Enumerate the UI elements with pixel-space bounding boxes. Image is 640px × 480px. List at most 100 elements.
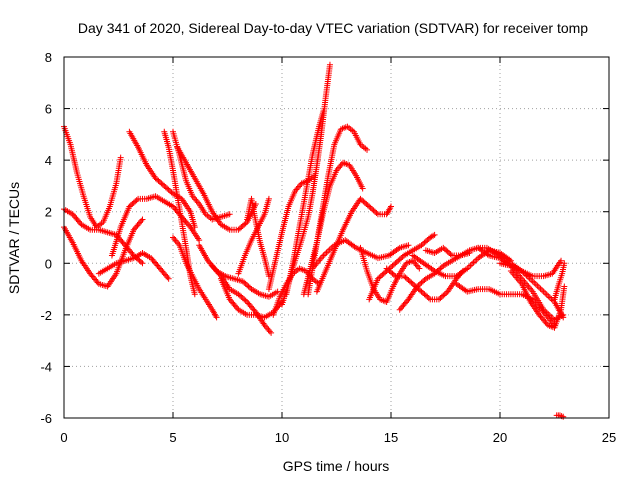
data-point (326, 61, 333, 68)
data-point (242, 220, 249, 227)
data-point (413, 262, 420, 269)
data-point (139, 260, 146, 267)
data-point (376, 274, 383, 281)
data-point (422, 292, 429, 299)
data-point (321, 251, 328, 258)
data-point (417, 280, 424, 287)
y-tick-label: 2 (45, 205, 52, 220)
data-point (418, 242, 425, 249)
data-point (152, 175, 159, 182)
data-point (419, 240, 426, 247)
data-point (417, 287, 424, 294)
data-point (168, 189, 175, 196)
data-point (422, 238, 429, 245)
y-tick-label: -4 (40, 359, 52, 374)
data-point (154, 176, 161, 183)
data-point (558, 257, 565, 264)
data-point (409, 280, 416, 287)
data-point (241, 279, 248, 286)
data-point (435, 296, 442, 303)
data-point (164, 185, 171, 192)
data-point (430, 232, 437, 239)
data-point (561, 283, 568, 290)
data-point (437, 295, 444, 302)
data-point (532, 281, 539, 288)
data-point (364, 146, 371, 153)
data-point (543, 291, 550, 298)
data-point (129, 200, 136, 207)
data-point (241, 296, 248, 303)
data-point (446, 249, 453, 256)
data-point (264, 325, 271, 332)
data-point (370, 207, 377, 214)
data-point (213, 314, 220, 321)
data-point (336, 164, 343, 171)
data-point (403, 275, 410, 282)
data-point (357, 195, 364, 202)
data-point (242, 297, 249, 304)
data-point (405, 277, 412, 284)
data-point (440, 244, 447, 251)
data-point (172, 237, 179, 244)
data-point (239, 295, 246, 302)
data-point (402, 274, 409, 281)
data-point (444, 248, 451, 255)
series-arc-15 (244, 195, 272, 280)
data-point (421, 277, 428, 284)
data-point (238, 293, 245, 300)
data-point (406, 278, 413, 285)
series-arc-33 (507, 268, 568, 331)
data-point (191, 224, 198, 231)
series-arc-13 (217, 275, 285, 321)
data-point (159, 181, 166, 188)
data-point (216, 271, 223, 278)
data-point (389, 262, 396, 269)
data-point (268, 329, 275, 336)
data-point (386, 268, 393, 275)
data-point (320, 108, 327, 115)
data-point (138, 258, 145, 265)
data-point (441, 246, 448, 253)
series-arc-12 (209, 262, 275, 336)
data-point (361, 199, 368, 206)
data-point (531, 279, 538, 286)
data-point (415, 282, 422, 289)
data-point (234, 305, 241, 312)
data-point (127, 202, 134, 209)
data-point (560, 314, 567, 321)
plot-frame (63, 56, 610, 419)
y-tick-label: -2 (40, 308, 52, 323)
data-point (372, 208, 379, 215)
data-point (161, 182, 168, 189)
chart-title: Day 341 of 2020, Sidereal Day-to-day VTE… (78, 20, 588, 36)
y-tick-label: 4 (45, 153, 52, 168)
data-point (437, 265, 444, 272)
data-point (236, 225, 243, 232)
series-arc-5 (108, 193, 203, 259)
data-point (424, 293, 431, 300)
data-point (136, 257, 143, 264)
data-point (164, 274, 171, 281)
y-tick-label: 6 (45, 102, 52, 117)
data-point (377, 273, 384, 280)
y-tick-label: 0 (45, 256, 52, 271)
data-point (173, 239, 180, 246)
data-point (165, 275, 172, 282)
data-point (251, 307, 258, 314)
data-point (171, 236, 178, 243)
data-point (265, 326, 272, 333)
data-point (235, 226, 242, 233)
series-arc-10 (174, 144, 259, 233)
x-tick-label: 10 (275, 430, 289, 445)
data-point (447, 251, 454, 258)
data-point (130, 199, 137, 206)
data-point (545, 293, 552, 300)
series-arc-34 (497, 257, 565, 280)
data-point (537, 285, 544, 292)
data-point (416, 265, 423, 272)
data-point (239, 278, 246, 285)
data-point (236, 292, 243, 299)
data-point (415, 263, 422, 270)
data-point (542, 290, 549, 297)
data-point (385, 266, 392, 273)
